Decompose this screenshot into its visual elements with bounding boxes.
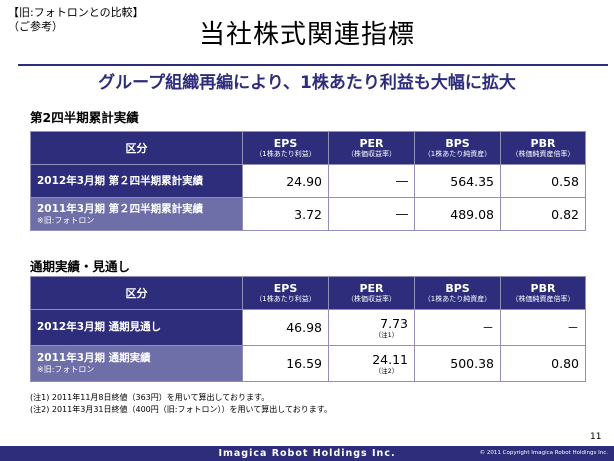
- eps-cell: 3.72: [242, 197, 329, 231]
- column-header-per: PER （株価収益率）: [328, 276, 415, 310]
- table-row: 2012年3月期 通期見通し 46.98 7.73 （注1） － －: [30, 309, 586, 346]
- bps-header-sub: （1株あたり純資産）: [423, 150, 492, 158]
- per-cell: ―: [328, 197, 415, 231]
- row-label-text: 2012年3月期 第２四半期累計実績: [37, 174, 204, 187]
- footer-bar: [0, 446, 614, 461]
- note-line-1: 【旧:フォトロンとの比較】: [8, 6, 144, 19]
- headline: グループ組織再編により、1株あたり利益も大幅に拡大: [98, 73, 516, 93]
- eps-header-sub: （1株あたり利益）: [255, 295, 316, 303]
- row-label: 2012年3月期 第２四半期累計実績: [30, 164, 243, 198]
- per-cell: ―: [328, 164, 415, 198]
- bps-cell: 564.35: [414, 164, 501, 198]
- footnote-1: (注1) 2011年11月8日終値（363円）を用いて算出しております。: [30, 393, 270, 402]
- per-header-sub: （株価収益率）: [347, 150, 396, 158]
- per-value: 24.11: [372, 351, 408, 367]
- row-label: 2012年3月期 通期見通し: [30, 309, 243, 346]
- row-label: 2011年3月期 第２四半期累計実績 ※旧:フォトロン: [30, 197, 243, 231]
- note-line-2: （ご参考）: [8, 20, 63, 33]
- column-header-per: PER （株価収益率）: [328, 131, 415, 165]
- eps-header-text: EPS: [273, 282, 298, 295]
- eps-cell: 16.59: [242, 345, 329, 382]
- table-row: 2011年3月期 通期実績 ※旧:フォトロン 16.59 24.11 （注2） 50…: [30, 345, 586, 382]
- column-header-bps: BPS （1株あたり純資産）: [414, 131, 501, 165]
- column-header-label: 区分: [30, 276, 243, 310]
- page-number: 11: [590, 432, 602, 442]
- table-header-row: 区分 EPS （1株あたり利益） PER （株価収益率） BPS （1株あたり純資産）…: [30, 131, 586, 165]
- per-header-text: PER: [359, 137, 384, 150]
- bps-header-text: BPS: [445, 282, 470, 295]
- section-title-full-year: 通期実績・見通し: [30, 259, 131, 274]
- bps-cell: 500.38: [414, 345, 501, 382]
- pbr-cell: 0.82: [500, 197, 586, 231]
- company-name: Imagica Robot Holdings Inc.: [218, 448, 396, 459]
- row-label-text: 2011年3月期 通期実績: [37, 352, 151, 364]
- row-label-note: ※旧:フォトロン: [37, 365, 95, 374]
- pbr-header-sub: （株価純資産倍率）: [511, 150, 575, 158]
- table-row: 2012年3月期 第２四半期累計実績 24.90 ― 564.35 0.58: [30, 164, 586, 198]
- per-cell: 24.11 （注2）: [328, 345, 415, 382]
- row-label-text: 2012年3月期 通期見通し: [37, 321, 162, 333]
- page-title: 当社株式関連指標: [198, 20, 415, 50]
- footnotes: (注1) 2011年11月8日終値（363円）を用いて算出しております。 (注2…: [30, 392, 332, 416]
- pbr-header-sub: （株価純資産倍率）: [511, 295, 575, 303]
- row-label: 2011年3月期 通期実績 ※旧:フォトロン: [30, 345, 243, 382]
- column-header-pbr: PBR （株価純資産倍率）: [500, 276, 586, 310]
- pbr-cell: 0.80: [500, 345, 586, 382]
- comparison-note: 【旧:フォトロンとの比較】 （ご参考）: [8, 6, 144, 34]
- column-header-pbr: PBR （株価純資産倍率）: [500, 131, 586, 165]
- pbr-header-text: PBR: [530, 137, 556, 150]
- row-label-note: ※旧:フォトロン: [37, 215, 95, 225]
- eps-cell: 24.90: [242, 164, 329, 198]
- per-header-text: PER: [359, 282, 384, 295]
- per-footnote-mark: （注1）: [374, 330, 399, 339]
- bps-header-text: BPS: [445, 137, 470, 150]
- per-header-sub: （株価収益率）: [347, 295, 396, 303]
- pbr-cell: －: [500, 309, 586, 346]
- bps-header-sub: （1株あたり純資産）: [423, 295, 492, 303]
- full-year-indicators-table: 区分 EPS （1株あたり利益） PER （株価収益率） BPS （1株あたり純資産）…: [30, 276, 586, 382]
- per-cell: 7.73 （注1）: [328, 309, 415, 346]
- eps-header-sub: （1株あたり利益）: [255, 150, 316, 158]
- column-header-eps: EPS （1株あたり利益）: [242, 276, 329, 310]
- per-value: 7.73: [380, 315, 408, 331]
- row-label-text: 2011年3月期 第２四半期累計実績: [37, 202, 204, 215]
- bps-cell: －: [414, 309, 501, 346]
- pbr-cell: 0.58: [500, 164, 586, 198]
- q2-indicators-table: 区分 EPS （1株あたり利益） PER （株価収益率） BPS （1株あたり純資産）…: [30, 131, 586, 231]
- eps-cell: 46.98: [242, 309, 329, 346]
- section-title-q2: 第2四半期累計実績: [30, 110, 139, 125]
- title-divider: [18, 64, 608, 66]
- per-footnote-mark: （注2）: [374, 366, 399, 375]
- column-header-eps: EPS （1株あたり利益）: [242, 131, 329, 165]
- table-header-row: 区分 EPS （1株あたり利益） PER （株価収益率） BPS （1株あたり純資産）…: [30, 276, 586, 310]
- bps-cell: 489.08: [414, 197, 501, 231]
- footnote-2: (注2) 2011年3月31日終値（400円（旧:フォトロン））を用いて算出して…: [30, 405, 332, 414]
- column-header-bps: BPS （1株あたり純資産）: [414, 276, 501, 310]
- eps-header-text: EPS: [273, 137, 298, 150]
- copyright: © 2011 Copyright Imagica Robot Holdings …: [479, 450, 608, 456]
- pbr-header-text: PBR: [530, 282, 556, 295]
- table-row: 2011年3月期 第２四半期累計実績 ※旧:フォトロン 3.72 ― 489.08…: [30, 197, 586, 231]
- column-header-label: 区分: [30, 131, 243, 165]
